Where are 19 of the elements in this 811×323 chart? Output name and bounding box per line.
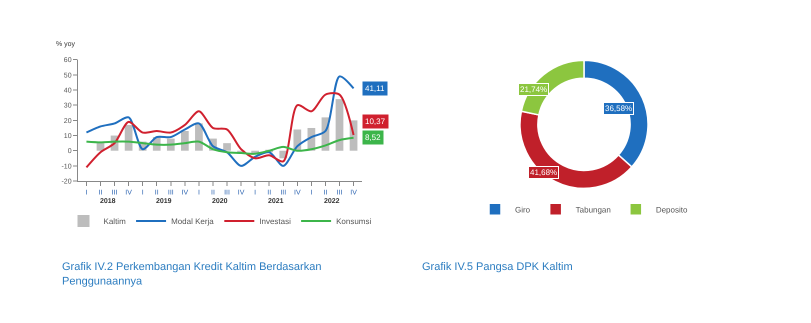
- legend-label: Konsumsi: [336, 217, 372, 226]
- legend-label: Modal Kerja: [171, 217, 214, 226]
- text: Grafik IV.5 Pangsa DPK Kaltim: [422, 261, 573, 273]
- data-label: 21,74%: [520, 85, 548, 94]
- line-series: [85, 136, 355, 155]
- text: Grafik IV.2 Perkembangan Kredit Kaltim Berdasarkan Penggunaannya: [62, 261, 322, 288]
- data-label: 8,52: [365, 133, 382, 142]
- legend-label: Deposito: [656, 205, 688, 214]
- legend-label: Giro: [515, 205, 531, 214]
- legend-label: Investasi: [259, 217, 292, 226]
- bar: [336, 99, 344, 151]
- data-label: 10,37: [365, 117, 386, 126]
- data-label: 41,68%: [530, 168, 558, 177]
- data-label: 36,58%: [605, 104, 632, 113]
- bar: [223, 143, 231, 151]
- legend-label: Tabungan: [576, 205, 611, 214]
- legend-label: Kaltim: [104, 217, 126, 226]
- line-series: [85, 75, 355, 167]
- data-label: 41,11: [365, 84, 385, 93]
